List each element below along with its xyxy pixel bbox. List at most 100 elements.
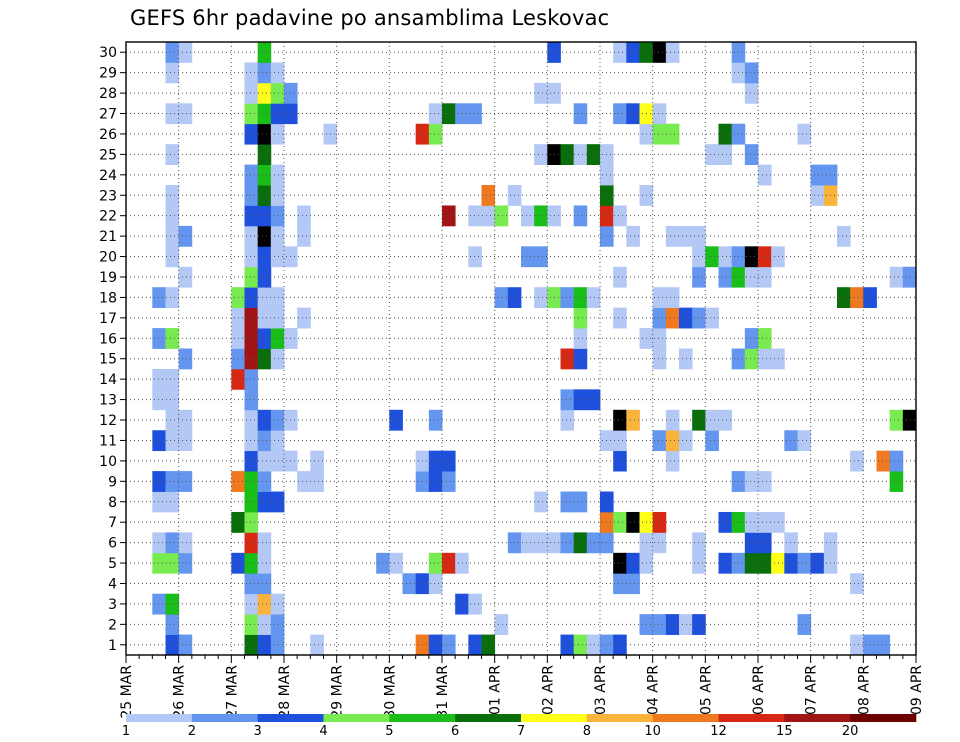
y-tick-label: 26: [99, 127, 117, 143]
heat-cell: [665, 430, 680, 452]
y-tick-label: 13: [99, 393, 117, 409]
heat-cell: [310, 471, 324, 492]
heat-cell: [573, 144, 588, 165]
heat-cell: [534, 491, 548, 513]
heat-cell: [270, 205, 285, 227]
heat-cell: [178, 409, 193, 431]
heat-cell: [257, 491, 272, 513]
colorbar-swatch: [718, 714, 785, 722]
heat-cell: [744, 328, 759, 349]
colorbar-label: 2: [188, 724, 196, 739]
heat-cell: [613, 205, 627, 227]
heat-cell: [613, 409, 627, 431]
heat-cell: [257, 328, 272, 349]
heat-cell: [165, 491, 180, 513]
heat-cell: [468, 103, 482, 125]
heat-cell: [481, 185, 496, 206]
heat-cell: [428, 450, 443, 472]
heat-cell: [152, 368, 166, 390]
heat-cell: [771, 348, 785, 370]
heat-cell: [165, 42, 180, 63]
heat-cell: [560, 348, 575, 370]
heat-cell: [165, 471, 180, 492]
y-tick-label: 23: [99, 188, 117, 204]
heat-cell: [586, 144, 601, 165]
heat-cell: [626, 409, 640, 431]
y-tick-label: 6: [108, 536, 117, 552]
heat-cell: [850, 287, 864, 309]
heat-cell: [244, 348, 259, 370]
heat-cell: [534, 246, 548, 268]
heat-cell: [270, 287, 285, 309]
x-tick-label: 27 MAR: [224, 665, 240, 719]
y-tick-label: 19: [99, 270, 117, 286]
heat-cell: [468, 246, 482, 268]
heat-cell: [573, 328, 588, 349]
heat-cell: [442, 634, 456, 656]
heat-cell: [165, 328, 180, 349]
x-tick-label: 09 APR: [909, 665, 925, 715]
heat-cell: [257, 42, 272, 63]
y-tick-label: 25: [99, 147, 117, 163]
heat-cell: [442, 552, 456, 574]
heat-cell: [534, 532, 548, 554]
heat-cell: [297, 205, 311, 227]
heat-cell: [257, 634, 272, 656]
heat-cell: [613, 430, 627, 452]
heat-cell: [257, 185, 272, 206]
heat-cell: [270, 62, 285, 84]
y-tick-label: 21: [99, 229, 117, 245]
heat-cell: [165, 62, 180, 84]
heat-cell: [837, 225, 851, 247]
heat-cell: [244, 266, 259, 288]
heat-cell: [613, 511, 627, 533]
y-tick-label: 27: [99, 107, 117, 123]
y-tick-label: 14: [99, 372, 117, 388]
heat-cell: [244, 491, 259, 513]
heat-cell: [573, 532, 588, 554]
heat-cell: [270, 450, 285, 472]
heat-cell: [455, 593, 469, 615]
heat-cell: [586, 634, 601, 656]
x-tick-label: 05 APR: [698, 665, 714, 715]
heat-cell: [665, 450, 680, 472]
heat-cell: [442, 103, 456, 125]
heat-cell: [244, 307, 259, 329]
heat-cell: [244, 532, 259, 554]
colorbar-swatch: [191, 714, 258, 722]
heat-cell: [152, 287, 166, 309]
heat-cell: [270, 185, 285, 206]
heat-cell: [297, 307, 311, 329]
colorbar-label: 7: [517, 724, 525, 739]
heat-cell: [244, 123, 259, 145]
heat-cell: [270, 614, 285, 635]
heat-cell: [665, 409, 680, 431]
heat-cell: [613, 266, 627, 288]
heat-cell: [613, 42, 627, 63]
heat-cell: [758, 511, 772, 533]
heat-cell: [889, 450, 904, 472]
heat-cell: [705, 307, 719, 329]
heat-cell: [389, 409, 403, 431]
heat-cell: [613, 552, 627, 574]
heat-cell: [257, 450, 272, 472]
heat-cell: [744, 144, 759, 165]
heat-cell: [178, 552, 193, 574]
heat-cell: [244, 593, 259, 615]
heat-cell: [705, 430, 719, 452]
heat-cell: [178, 634, 193, 656]
heat-cell: [850, 634, 864, 656]
heat-cell: [257, 409, 272, 431]
heat-cell: [573, 389, 588, 411]
heat-cell: [758, 164, 772, 186]
heat-cell: [178, 348, 193, 370]
heat-cell: [534, 205, 548, 227]
heat-cell: [178, 266, 193, 288]
heat-cell: [652, 348, 667, 370]
heat-cell: [705, 409, 719, 431]
heat-cell: [560, 634, 575, 656]
heat-cell: [758, 246, 772, 268]
heat-cell: [744, 511, 759, 533]
heat-cell: [257, 103, 272, 125]
